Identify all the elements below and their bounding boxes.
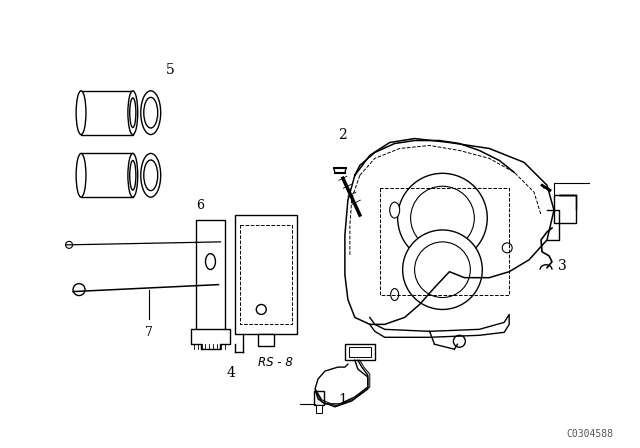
Circle shape: [397, 173, 487, 263]
Circle shape: [256, 305, 266, 314]
Circle shape: [453, 335, 465, 347]
Text: 5: 5: [166, 64, 175, 78]
Ellipse shape: [390, 289, 399, 301]
Bar: [241, 225, 292, 324]
Text: 6: 6: [196, 198, 205, 211]
Text: RS - 8: RS - 8: [258, 356, 292, 369]
Text: C0304588: C0304588: [566, 429, 614, 439]
Text: 2: 2: [338, 128, 347, 142]
Circle shape: [73, 284, 85, 296]
Ellipse shape: [128, 91, 138, 134]
Text: 1: 1: [338, 393, 347, 407]
Ellipse shape: [390, 202, 399, 218]
Ellipse shape: [141, 154, 161, 197]
Ellipse shape: [76, 91, 86, 134]
Bar: [236, 215, 297, 334]
Bar: [81, 91, 133, 134]
Ellipse shape: [76, 154, 86, 197]
Text: 3: 3: [558, 259, 566, 273]
Circle shape: [415, 242, 470, 297]
Circle shape: [66, 241, 72, 248]
Ellipse shape: [205, 254, 216, 270]
Bar: [314, 391, 324, 405]
Text: 4: 4: [227, 366, 236, 380]
Circle shape: [411, 186, 474, 250]
Bar: [349, 347, 371, 357]
Ellipse shape: [130, 98, 136, 127]
Bar: [259, 334, 274, 346]
Ellipse shape: [141, 91, 161, 134]
Bar: [554, 195, 576, 223]
Bar: [81, 154, 133, 197]
Bar: [345, 344, 375, 360]
Text: 7: 7: [145, 326, 153, 339]
Ellipse shape: [128, 154, 138, 197]
Bar: [196, 220, 225, 329]
Ellipse shape: [144, 160, 157, 190]
Ellipse shape: [144, 97, 157, 128]
Circle shape: [502, 243, 512, 253]
Ellipse shape: [130, 160, 136, 190]
Circle shape: [403, 230, 483, 310]
Bar: [316, 405, 322, 413]
